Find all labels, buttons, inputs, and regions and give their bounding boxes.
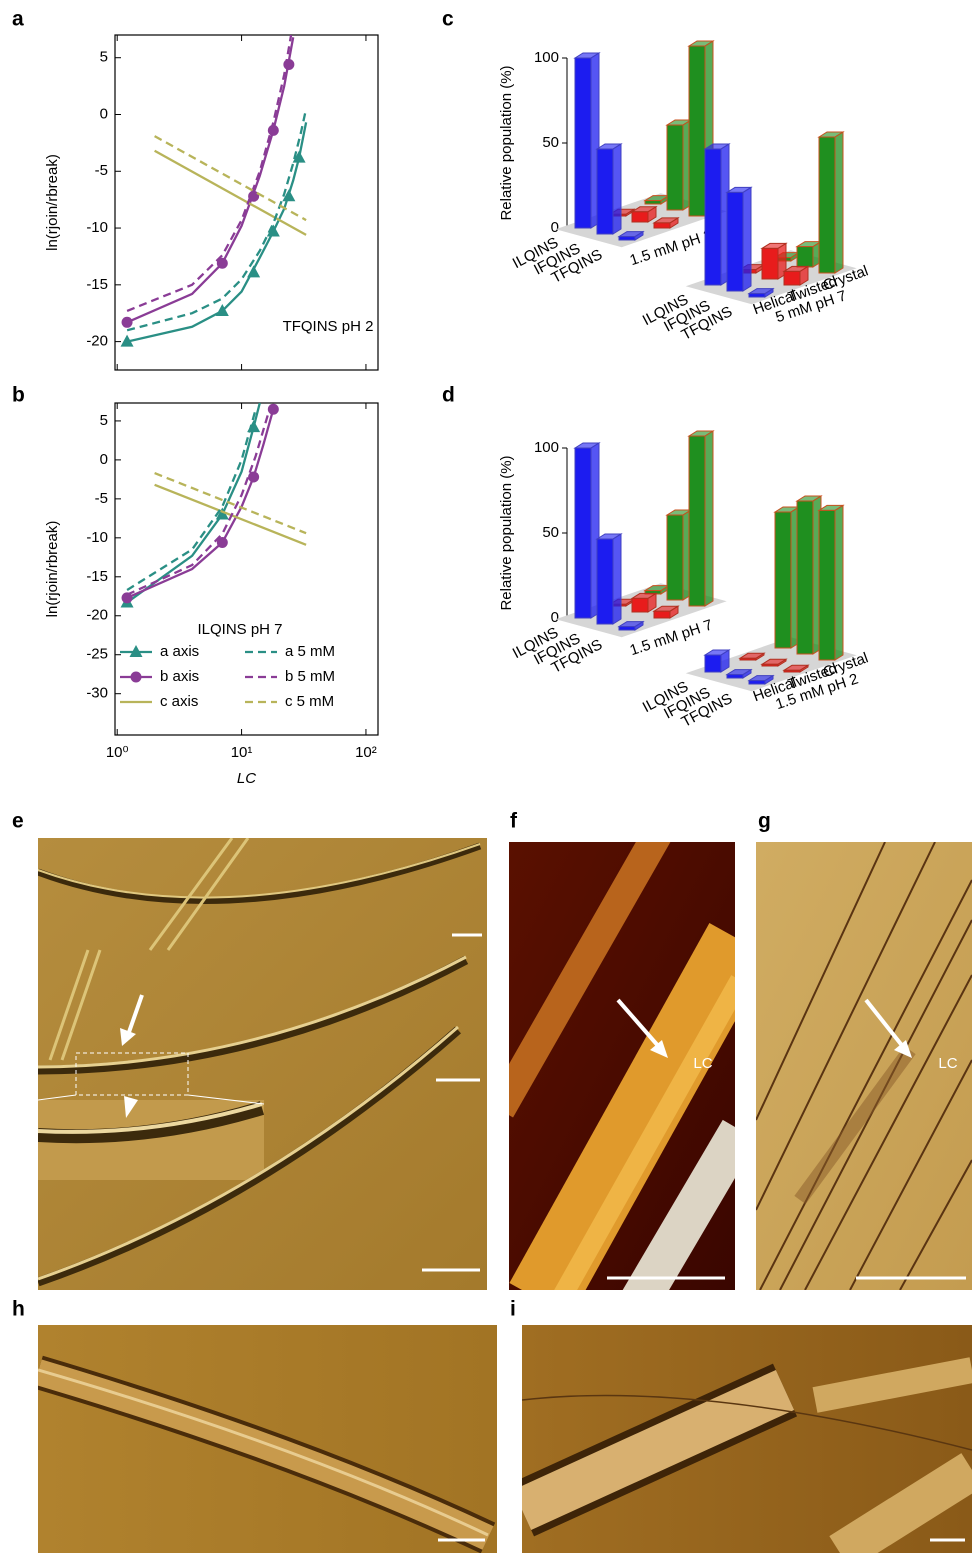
z-tick-label: 100 (534, 439, 559, 456)
image-annotation: LC (938, 1055, 957, 1072)
z-axis-label: Relative population (%) (498, 455, 515, 610)
series-line (155, 473, 307, 533)
bar-front (632, 598, 648, 612)
bar-front (654, 611, 670, 618)
micrograph-i (522, 1325, 972, 1553)
image-annotation: LC (693, 1055, 712, 1072)
bar-side (835, 132, 843, 273)
legend-label: c 5 mM (285, 693, 334, 710)
bar-front (775, 512, 791, 648)
x-tick-label: 10⁰ (106, 744, 129, 761)
marker (131, 672, 142, 683)
z-tick-label: 0 (551, 609, 559, 626)
panel-label: f (510, 810, 518, 833)
x-tick-label: 10¹ (231, 744, 253, 761)
x-axis-label: LC (237, 770, 256, 787)
series-line (127, 37, 293, 322)
series-line (127, 407, 270, 595)
bar-front (619, 627, 635, 630)
y-tick-label: -10 (86, 529, 108, 546)
bar-front (819, 137, 835, 273)
bar-front (654, 223, 670, 228)
legend-label: a 5 mM (285, 643, 335, 660)
bar-side (613, 144, 621, 234)
bar-front (749, 294, 765, 297)
y-tick-label: -15 (86, 276, 108, 293)
z-tick-label: 50 (542, 134, 559, 151)
y-tick-label: -5 (95, 490, 108, 507)
bar-front (727, 192, 743, 291)
z-tick-label: 50 (542, 524, 559, 541)
figure: a b c d e f g h i LC (0, 0, 972, 1553)
panel-label: e (12, 810, 24, 833)
bar-front (705, 655, 721, 672)
micrograph-h (38, 1325, 497, 1553)
panel-label: c (442, 8, 454, 31)
series-line (127, 122, 306, 341)
bar-front (762, 664, 778, 666)
series-line (127, 35, 291, 311)
y-tick-label: -20 (86, 607, 108, 624)
bar-front (740, 658, 756, 660)
bar-front (797, 247, 813, 267)
annotation: ILQINS pH 7 (197, 621, 282, 638)
y-tick-label: 0 (100, 451, 108, 468)
legend-label: c axis (160, 693, 198, 710)
bar-side (835, 505, 843, 660)
y-tick-label: 5 (100, 412, 108, 429)
series-line (155, 136, 307, 220)
bar-front (784, 670, 800, 672)
bar-front (797, 501, 813, 654)
bar-front (597, 149, 613, 234)
annotation: TFQINS pH 2 (283, 318, 374, 335)
bar-front (762, 248, 778, 279)
y-tick-label: -20 (86, 333, 108, 350)
marker (122, 317, 133, 328)
y-tick-label: -15 (86, 568, 108, 585)
y-tick-label: -25 (86, 646, 108, 663)
marker (247, 265, 260, 277)
bar-side (613, 534, 621, 624)
panel-label: d (442, 384, 455, 407)
legend-label: b 5 mM (285, 668, 335, 685)
bar-front (645, 201, 661, 204)
micrograph-e (38, 838, 487, 1290)
legend-label: a axis (160, 643, 199, 660)
bar-front (597, 539, 613, 624)
z-tick-label: 0 (551, 219, 559, 236)
bar-front (667, 125, 683, 210)
bar-front (689, 436, 705, 606)
series-line (127, 403, 260, 603)
bar-front (632, 212, 648, 222)
bar-front (727, 675, 743, 678)
bar-side (743, 187, 751, 291)
legend-label: b axis (160, 668, 199, 685)
z-axis-label: Relative population (%) (498, 65, 515, 220)
bar-front (784, 271, 800, 285)
panel-label: g (758, 810, 771, 833)
y-axis-label: ln(rjoin/rbreak) (44, 521, 61, 618)
bar-side (705, 431, 713, 606)
marker (248, 472, 259, 483)
panel-label: h (12, 1298, 25, 1321)
y-tick-label: -30 (86, 685, 108, 702)
y-tick-label: 5 (100, 49, 108, 66)
bar-front (575, 58, 591, 228)
panel-label: a (12, 8, 24, 31)
panel-label: b (12, 384, 25, 407)
z-tick-label: 100 (534, 49, 559, 66)
bar-front (819, 510, 835, 660)
bar-front (749, 681, 765, 684)
y-tick-label: -5 (95, 162, 108, 179)
y-tick-label: -10 (86, 219, 108, 236)
bar-front (705, 149, 721, 285)
panel-label: i (510, 1298, 516, 1321)
bar-front (689, 46, 705, 216)
x-tick-label: 10² (355, 744, 377, 761)
bar-front (619, 237, 635, 240)
bar-front (667, 515, 683, 600)
y-axis-label: ln(rjoin/rbreak) (44, 154, 61, 251)
y-tick-label: 0 (100, 105, 108, 122)
bar-front (575, 448, 591, 618)
